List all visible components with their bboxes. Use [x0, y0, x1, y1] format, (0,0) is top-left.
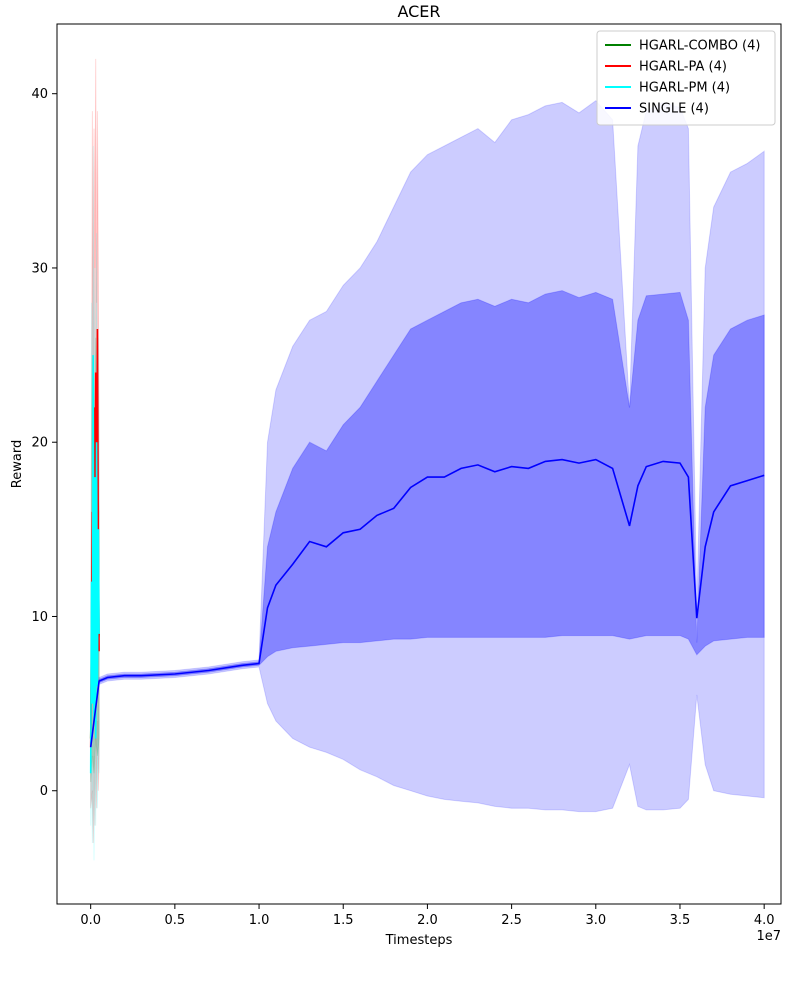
x-tick-label: 1.5: [333, 913, 354, 928]
y-tick-label: 30: [31, 261, 48, 276]
legend: HGARL-COMBO (4) HGARL-PA (4) HGARL-PM (4) S…: [596, 30, 776, 126]
series-line-hgarl-pm-4: [89, 355, 100, 774]
x-axis-offset-label: 1e7: [756, 929, 781, 944]
x-tick-label: 3.0: [585, 913, 606, 928]
x-tick-label: 0.5: [165, 913, 186, 928]
y-axis-ticks: 0 10 20 30 40: [31, 87, 57, 799]
y-tick-label: 20: [31, 436, 48, 451]
legend-label: HGARL-PM (4): [639, 81, 730, 96]
legend-label: SINGLE (4): [639, 102, 709, 117]
series-line-single-4: [89, 458, 765, 748]
y-tick-label: 40: [31, 87, 48, 102]
x-tick-label: 0.0: [80, 913, 101, 928]
confidence-bands: [90, 58, 765, 861]
chart-title: ACER: [397, 2, 440, 21]
series-lines: [89, 328, 765, 774]
y-tick-label: 10: [31, 610, 48, 625]
band-inner-single-4: [90, 290, 765, 748]
x-tick-label: 2.0: [417, 913, 438, 928]
y-tick-label: 0: [40, 784, 48, 799]
x-tick-label: 2.5: [501, 913, 522, 928]
band-outer-single-4: [90, 100, 765, 813]
x-tick-label: 3.5: [670, 913, 691, 928]
legend-label: HGARL-COMBO (4): [639, 39, 760, 54]
y-axis-title: Reward: [10, 440, 25, 488]
x-tick-label: 1.0: [249, 913, 270, 928]
legend-box: [596, 30, 776, 126]
legend-label: HGARL-PA (4): [639, 60, 727, 75]
x-tick-label: 4.0: [754, 913, 775, 928]
x-axis-title: Timesteps: [385, 933, 453, 948]
x-axis-ticks: 0.0 0.5 1.0 1.5 2.0 2.5 3.0 3.5 4.0: [80, 904, 775, 928]
plot-frame: [56, 23, 782, 905]
